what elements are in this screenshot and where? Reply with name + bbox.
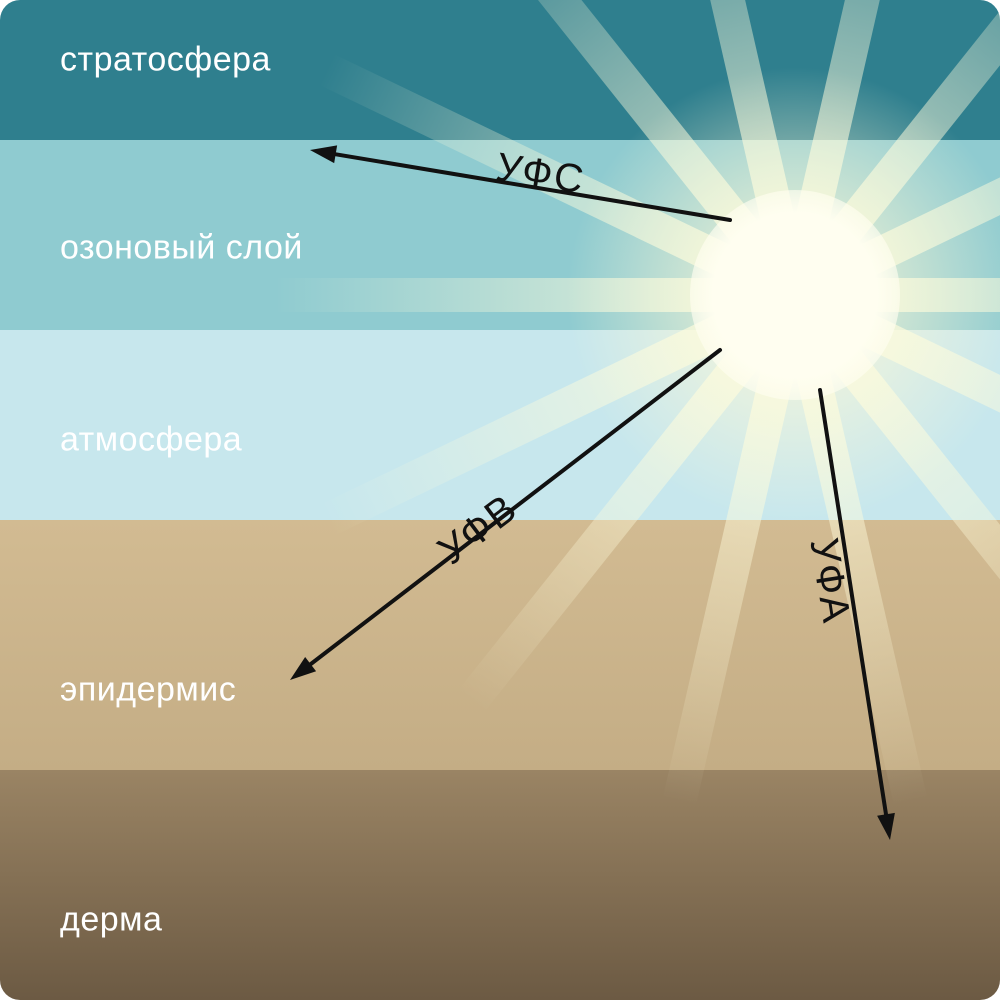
layer-label-epidermis: эпидермис bbox=[60, 671, 236, 710]
layer-label-stratosphere: стратосфера bbox=[60, 41, 271, 80]
layer-dermis bbox=[0, 770, 1000, 1000]
layer-label-atmosphere: атмосфера bbox=[60, 421, 242, 460]
layer-epidermis bbox=[0, 520, 1000, 770]
layer-label-dermis: дерма bbox=[60, 901, 162, 940]
uv-penetration-diagram: стратосфера озоновый слой атмосфера эпидерм… bbox=[0, 0, 1000, 1000]
layer-label-ozone: озоновый слой bbox=[60, 229, 303, 268]
